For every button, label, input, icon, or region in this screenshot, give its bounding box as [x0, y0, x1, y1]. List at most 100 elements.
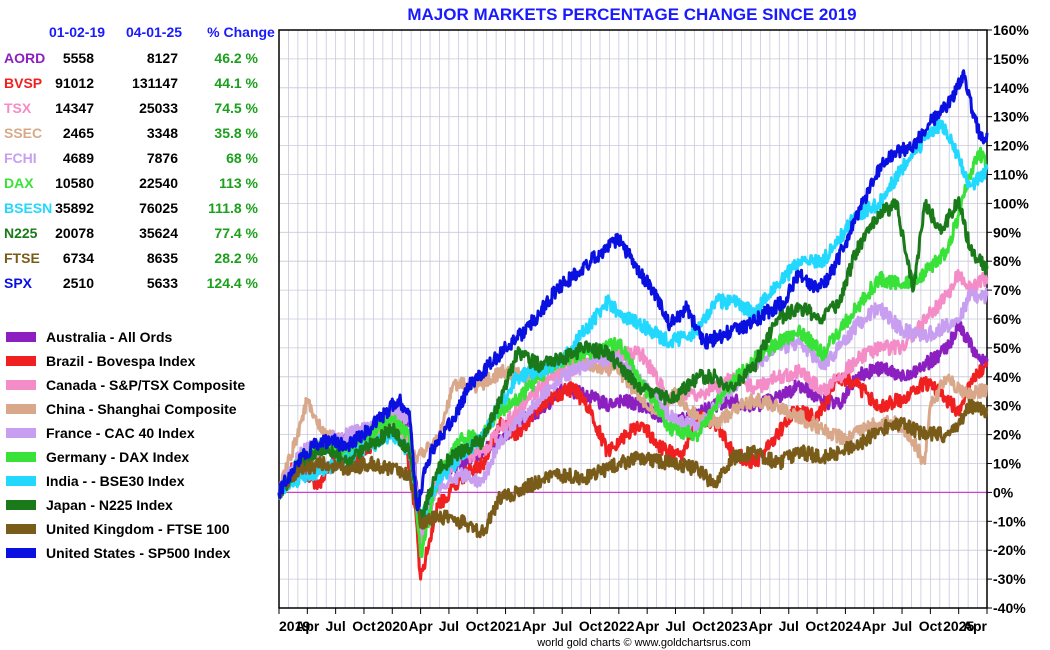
legend-swatch-ssec — [6, 404, 36, 414]
x-tick-label: 2023 — [717, 618, 748, 634]
y-tick-label: 150% — [993, 51, 1029, 67]
x-tick-label: Jul — [439, 618, 459, 634]
legend-swatch-n225 — [6, 500, 36, 510]
table-change-value: 113 % — [219, 175, 258, 191]
summary-table: AORD 5558 8127 46.2 % BVSP 91012 131147 44.1 % T… — [4, 50, 259, 291]
y-tick-label: 160% — [993, 22, 1029, 38]
x-tick-label: 2021 — [490, 618, 521, 634]
legend-swatch-tsx — [6, 380, 36, 390]
y-tick-label: 130% — [993, 109, 1029, 125]
table-symbol: FTSE — [4, 250, 40, 266]
legend-label: Brazil - Bovespa Index — [46, 353, 196, 369]
table-end-value: 5633 — [147, 275, 178, 291]
y-tick-label: 40% — [993, 369, 1022, 385]
y-tick-label: -20% — [993, 542, 1026, 558]
y-tick-label: 80% — [993, 253, 1022, 269]
y-axis-ticks: 160% 150% 140% 130% 120% 110% 100% 90% 80% 70% 60%… — [987, 22, 1029, 616]
legend-label: Japan - N225 Index — [46, 497, 173, 513]
x-tick-label: Jul — [326, 618, 346, 634]
legend-swatch-bvsp — [6, 356, 36, 366]
x-tick-label: Oct — [805, 618, 829, 634]
table-end-value: 22540 — [139, 175, 178, 191]
table-end-value: 8635 — [147, 250, 178, 266]
table-change-value: 28.2 % — [214, 250, 258, 266]
credit-text: world gold charts © www.goldchartsrus.co… — [536, 637, 751, 649]
table-end-value: 3348 — [147, 125, 178, 141]
table-change-value: 124.4 % — [207, 275, 259, 291]
table-start-value: 10580 — [55, 175, 94, 191]
y-tick-label: -10% — [993, 513, 1026, 529]
table-end-value: 7876 — [147, 150, 178, 166]
x-tick-label: Oct — [919, 618, 943, 634]
x-tick-label: Oct — [352, 618, 376, 634]
chart-title: MAJOR MARKETS PERCENTAGE CHANGE SINCE 20… — [407, 5, 856, 24]
table-change-value: 111.8 % — [208, 200, 258, 216]
legend-swatch-ftse — [6, 524, 36, 534]
x-tick-label: Jul — [665, 618, 685, 634]
x-tick-label: Oct — [466, 618, 490, 634]
x-tick-label: Jul — [892, 618, 912, 634]
table-start-value: 2465 — [63, 125, 94, 141]
series-line-n225 — [277, 196, 989, 526]
legend-label: China - Shanghai Composite — [46, 401, 237, 417]
legend-label: Germany - DAX Index — [46, 449, 189, 465]
header-end-date: 04-01-25 — [126, 24, 182, 40]
legend-swatch-aord — [6, 332, 36, 342]
x-tick-label: Oct — [692, 618, 716, 634]
table-symbol: BSESN — [4, 200, 52, 216]
table-symbol: AORD — [4, 50, 45, 66]
header-start-date: 01-02-19 — [49, 24, 105, 40]
table-symbol: FCHI — [4, 150, 37, 166]
series-lines — [277, 69, 989, 581]
y-tick-label: 140% — [993, 80, 1029, 96]
x-tick-label: Apr — [295, 618, 320, 634]
y-tick-label: 50% — [993, 340, 1022, 356]
table-change-value: 74.5 % — [214, 100, 258, 116]
header-change: % Change — [207, 24, 275, 40]
legend-label: Canada - S&P/TSX Composite — [46, 377, 245, 393]
legend-swatch-bsesn — [6, 476, 36, 486]
y-tick-label: 20% — [993, 427, 1022, 443]
table-symbol: SPX — [4, 275, 33, 291]
series-line-spx — [277, 69, 989, 512]
table-change-value: 68 % — [226, 150, 258, 166]
table-start-value: 14347 — [55, 100, 94, 116]
table-start-value: 2510 — [63, 275, 94, 291]
y-tick-label: 110% — [993, 167, 1029, 183]
series-line-dax — [277, 146, 988, 559]
table-start-value: 4689 — [63, 150, 94, 166]
legend-label: United States - SP500 Index — [46, 545, 231, 561]
y-tick-label: 90% — [993, 224, 1022, 240]
table-end-value: 131147 — [132, 75, 178, 91]
table-change-value: 35.8 % — [214, 125, 258, 141]
y-tick-label: 70% — [993, 282, 1022, 298]
x-tick-label: Apr — [748, 618, 773, 634]
y-tick-label: 60% — [993, 311, 1022, 327]
table-end-value: 25033 — [139, 100, 178, 116]
table-start-value: 5558 — [63, 50, 94, 66]
x-tick-label: Apr — [862, 618, 887, 634]
legend-label: Australia - All Ords — [46, 329, 173, 345]
x-tick-label: Apr — [409, 618, 434, 634]
y-tick-label: 0% — [993, 484, 1014, 500]
x-tick-label: 2024 — [830, 618, 861, 634]
table-change-value: 77.4 % — [214, 225, 258, 241]
legend: Australia - All Ords Brazil - Bovespa Ind… — [6, 329, 245, 561]
legend-label: France - CAC 40 Index — [46, 425, 195, 441]
x-tick-label: Oct — [579, 618, 603, 634]
table-end-value: 8127 — [147, 50, 178, 66]
table-end-value: 35624 — [139, 225, 178, 241]
y-tick-label: 120% — [993, 138, 1029, 154]
x-tick-label: 2019 — [279, 618, 310, 634]
table-symbol: TSX — [4, 100, 32, 116]
legend-swatch-fchi — [6, 428, 36, 438]
legend-swatch-dax — [6, 452, 36, 462]
y-tick-label: 100% — [993, 195, 1029, 211]
legend-label: United Kingdom - FTSE 100 — [46, 521, 230, 537]
table-symbol: DAX — [4, 175, 34, 191]
table-symbol: BVSP — [4, 75, 42, 91]
y-tick-label: 10% — [993, 456, 1022, 472]
table-change-value: 46.2 % — [214, 50, 258, 66]
y-tick-label: -30% — [993, 571, 1026, 587]
